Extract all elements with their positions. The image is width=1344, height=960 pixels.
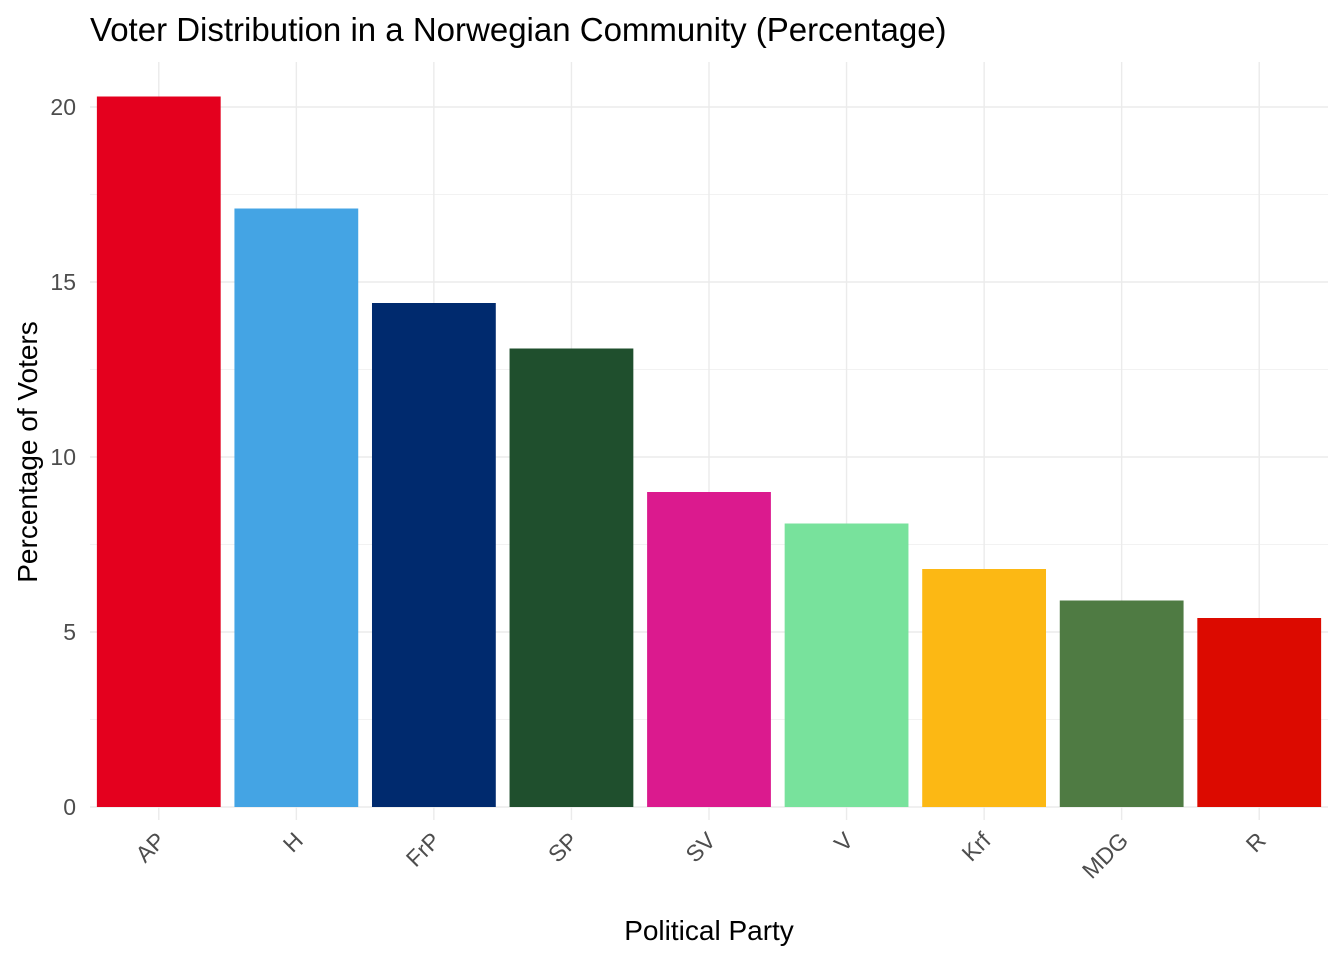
y-tick-label: 20 — [50, 94, 76, 120]
x-tick-label: Krf — [956, 827, 996, 867]
y-tick-label: 10 — [50, 444, 76, 470]
bar-sv — [647, 492, 771, 807]
bar-sp — [509, 348, 634, 807]
x-axis-title: Political Party — [624, 915, 794, 946]
x-tick-label: AP — [130, 827, 170, 867]
x-tick-label: V — [829, 827, 859, 857]
bar-krf — [922, 569, 1047, 807]
bar-ap — [96, 96, 221, 807]
bars-group — [96, 96, 1322, 807]
x-tick-label: H — [278, 827, 308, 857]
y-tick-label: 15 — [50, 269, 76, 295]
bar-mdg — [1059, 600, 1184, 807]
bar-v — [784, 523, 909, 807]
x-tick-label: FrP — [401, 827, 446, 872]
bar-h — [234, 208, 359, 807]
bar-frp — [371, 303, 496, 807]
x-tick-label: R — [1241, 827, 1271, 857]
bar-r — [1197, 618, 1322, 807]
x-tick-label: SV — [680, 827, 721, 868]
x-tick-label: MDG — [1077, 827, 1133, 883]
y-tick-label: 5 — [63, 619, 76, 645]
x-axis-ticks: AP H FrP SP SV V Krf MDG R — [130, 827, 1271, 884]
y-axis-ticks: 0 5 10 15 20 — [50, 94, 76, 820]
y-tick-label: 0 — [63, 794, 76, 820]
x-tick-label: SP — [543, 827, 583, 867]
y-axis-title: Percentage of Voters — [12, 321, 43, 583]
chart-title: Voter Distribution in a Norwegian Commun… — [90, 11, 947, 48]
